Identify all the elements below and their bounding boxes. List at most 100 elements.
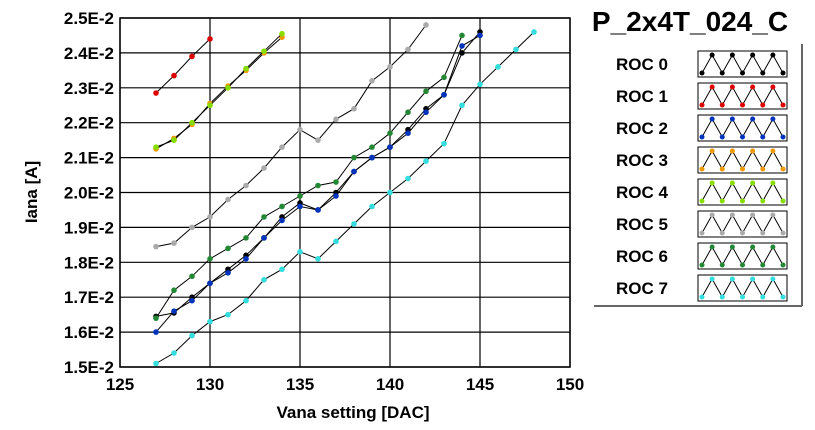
legend-swatch-marker	[750, 212, 756, 218]
data-point	[423, 158, 429, 164]
data-point	[315, 182, 321, 189]
tick-labels: 125 130 135 140 145 150 1.5E-2 1.6E-2 1.7E-2 1.8E…	[64, 9, 584, 394]
data-point	[225, 245, 231, 252]
data-point	[207, 36, 213, 42]
legend-swatch-marker	[750, 84, 756, 90]
legend: ROC 0 ROC 1 ROC 2 ROC 3 ROC 4 ROC 5 ROC 6 ROC 7	[594, 44, 803, 307]
legend-swatch-marker	[709, 84, 715, 90]
series-line	[155, 31, 535, 364]
y-tick-label: 2.0E-2	[64, 184, 114, 203]
legend-swatch-marker	[719, 102, 725, 108]
legend-swatch-marker	[780, 166, 786, 172]
series-7	[153, 29, 537, 367]
data-point	[153, 315, 159, 321]
data-point	[351, 168, 357, 175]
data-point	[513, 46, 519, 53]
data-point	[297, 203, 303, 210]
data-point	[387, 144, 393, 150]
data-point	[369, 144, 375, 150]
data-point	[225, 196, 231, 203]
data-point	[243, 65, 249, 72]
data-point	[189, 224, 195, 231]
legend-swatch-marker	[699, 198, 705, 204]
data-point	[459, 32, 465, 39]
data-point	[261, 235, 267, 241]
y-tick-label: 2.4E-2	[64, 44, 114, 63]
data-point	[423, 109, 429, 116]
series-line	[155, 33, 283, 148]
legend-swatch-marker	[760, 198, 766, 204]
legend-item: ROC 0	[616, 50, 788, 78]
data-point	[423, 22, 429, 28]
data-point	[189, 297, 195, 304]
series-2	[153, 32, 483, 335]
data-point	[171, 308, 177, 314]
series-4	[153, 30, 285, 150]
legend-swatch-marker	[729, 52, 735, 58]
legend-swatch-marker	[780, 294, 786, 300]
data-point	[261, 276, 267, 283]
data-point	[405, 46, 411, 53]
legend-swatch-marker	[740, 102, 745, 108]
data-point	[315, 256, 321, 262]
legend-swatch-marker	[740, 198, 745, 204]
legend-swatch-marker	[780, 102, 786, 108]
x-tick-label: 135	[286, 375, 314, 394]
data-point	[153, 144, 159, 150]
legend-swatch-marker	[740, 70, 745, 76]
y-tick-label: 1.8E-2	[64, 253, 114, 272]
data-point	[459, 102, 465, 109]
legend-item: ROC 4	[616, 178, 788, 206]
data-point	[459, 43, 465, 49]
legend-swatch-marker	[750, 116, 756, 122]
legend-item: ROC 1	[616, 82, 788, 110]
data-point	[171, 72, 177, 79]
data-point	[297, 193, 303, 199]
data-point	[207, 102, 213, 109]
legend-item: ROC 7	[616, 274, 788, 302]
legend-swatch-marker	[699, 294, 705, 300]
legend-swatch-marker	[770, 180, 776, 186]
legend-swatch-marker	[709, 244, 715, 250]
legend-swatch-marker	[750, 52, 756, 58]
data-point	[423, 88, 429, 95]
data-point	[153, 329, 159, 335]
data-point	[171, 287, 177, 294]
legend-swatch-marker	[760, 262, 766, 268]
data-point	[441, 91, 447, 98]
y-tick-label: 2.2E-2	[64, 114, 114, 133]
legend-swatch-marker	[699, 102, 705, 108]
data-point	[351, 221, 357, 227]
legend-swatch-marker	[699, 134, 705, 140]
chart-title: P_2x4T_024_C	[592, 6, 788, 37]
legend-swatch-marker	[770, 276, 776, 282]
legend-swatch-marker	[760, 134, 766, 140]
x-tick-label: 150	[556, 375, 584, 394]
data-point	[531, 29, 537, 35]
data-point	[495, 64, 501, 70]
data-point	[243, 256, 249, 262]
plot-frame	[119, 17, 571, 368]
legend-swatch-marker	[719, 198, 725, 204]
series-line	[155, 35, 463, 319]
legend-swatch-marker	[780, 198, 786, 204]
series-5	[153, 22, 429, 250]
x-tick-label: 130	[196, 375, 224, 394]
data-point	[279, 203, 285, 210]
series-6	[153, 32, 465, 321]
data-point	[243, 297, 249, 304]
data-point	[459, 50, 465, 56]
legend-swatch-marker	[740, 134, 745, 140]
data-point	[153, 360, 159, 367]
legend-swatch-marker	[740, 166, 745, 172]
data-point	[207, 318, 213, 325]
legend-swatch-marker	[770, 148, 776, 154]
legend-swatch-marker	[770, 84, 776, 90]
y-tick-label: 2.5E-2	[64, 9, 114, 28]
y-tick-label: 1.9E-2	[64, 218, 114, 237]
data-point	[387, 189, 393, 196]
data-point	[315, 137, 321, 143]
x-tick-label: 145	[466, 375, 494, 394]
data-point	[441, 74, 447, 81]
